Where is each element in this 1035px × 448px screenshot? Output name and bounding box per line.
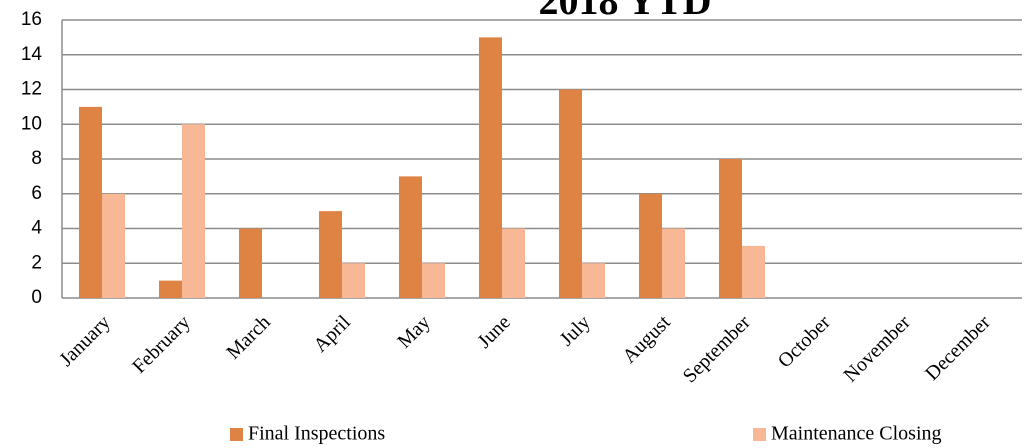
x-tick-label: February (128, 311, 195, 378)
x-tick-label: August (618, 311, 675, 368)
legend-label: Maintenance Closing (771, 423, 942, 445)
x-tick-label: July (556, 311, 595, 350)
x-tick-label: November (840, 311, 915, 386)
legend-swatch (230, 428, 243, 441)
bar (502, 228, 525, 298)
y-tick-label: 4 (31, 218, 42, 239)
x-tick-label: October (774, 311, 835, 372)
bar (399, 176, 422, 298)
x-tick-label: May (393, 311, 434, 352)
x-tick-label: December (921, 311, 995, 385)
legend-label: Final Inspections (248, 423, 385, 445)
y-tick-label: 2 (31, 252, 42, 273)
bar (182, 124, 205, 298)
bar (479, 37, 502, 298)
chart-title: 2018 YTD (539, 0, 712, 23)
bar (319, 211, 342, 298)
y-tick-label: 14 (21, 44, 43, 65)
x-tick-label: March (222, 311, 274, 363)
bar (719, 159, 742, 298)
bar (79, 106, 102, 298)
y-tick-label: 10 (21, 113, 42, 134)
bar (239, 228, 262, 298)
bar (559, 89, 582, 298)
bar (662, 228, 685, 298)
x-tick-label: September (679, 311, 755, 387)
bar (639, 193, 662, 298)
y-tick-label: 0 (31, 287, 42, 308)
y-tick-label: 6 (31, 183, 42, 204)
bar (342, 263, 365, 298)
bar (102, 193, 125, 298)
x-tick-label: April (309, 311, 355, 357)
bar (742, 245, 765, 298)
y-tick-label: 8 (31, 148, 42, 169)
x-tick-label: January (55, 311, 115, 371)
bar (159, 280, 182, 298)
y-tick-label: 12 (21, 79, 42, 100)
y-tick-label: 16 (21, 9, 42, 30)
bar (582, 263, 605, 298)
legend-swatch (753, 428, 766, 441)
bar (422, 263, 445, 298)
x-tick-label: June (473, 311, 515, 353)
